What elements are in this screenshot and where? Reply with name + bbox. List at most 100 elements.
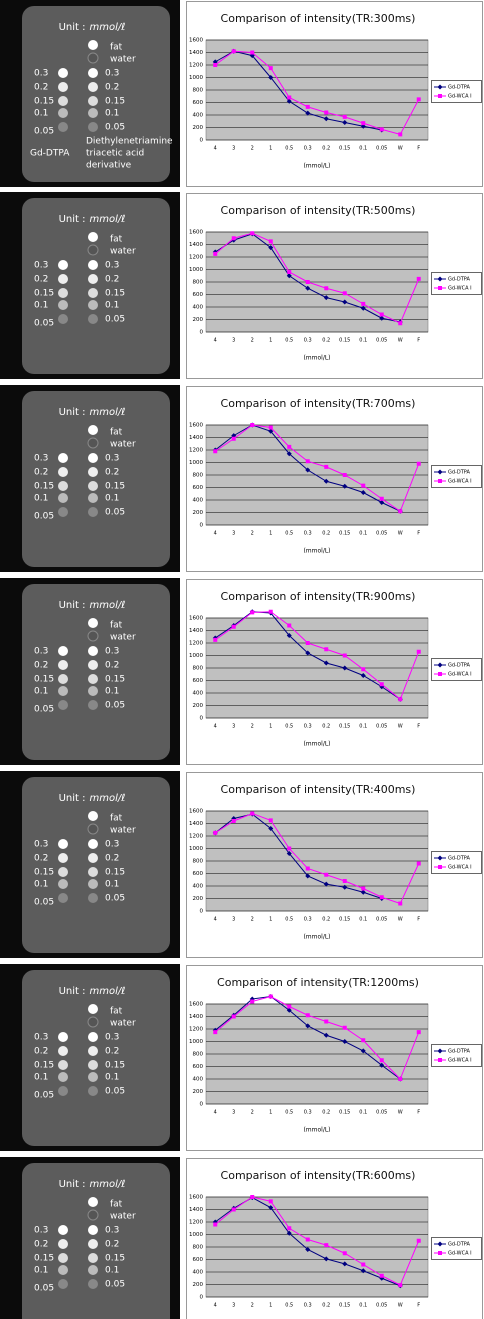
data-point — [306, 105, 310, 109]
legend-marker — [438, 94, 442, 98]
legend-label: Gd-WCA I — [448, 865, 472, 871]
unit-prefix: Unit : — [59, 214, 86, 225]
x-tick-label: 0.15 — [339, 531, 350, 537]
x-tick-label: 0.1 — [359, 1303, 367, 1309]
fat-label: fat — [110, 814, 123, 824]
x-tick-label: 0.1 — [359, 1110, 367, 1116]
chart-title: Comparison of intensity(TR:1200ms) — [217, 976, 419, 989]
y-tick-label: 600 — [193, 678, 204, 684]
vial — [88, 853, 98, 863]
x-tick-label: 1 — [269, 1110, 272, 1116]
concentration-label: 0.05 — [34, 512, 54, 522]
fat-vial — [88, 618, 98, 628]
unit-label: Unit :mmol/ℓ — [59, 600, 126, 611]
caption: derivative — [86, 161, 132, 171]
x-tick-label: 0.05 — [376, 1303, 387, 1309]
concentration-label: 0.15 — [105, 289, 125, 299]
data-point — [287, 270, 291, 274]
x-tick-label: W — [398, 531, 403, 537]
legend-marker — [438, 1251, 442, 1255]
fat-label: fat — [110, 621, 123, 631]
concentration-label: 0.1 — [105, 687, 119, 697]
concentration-label: 0.05 — [34, 705, 54, 715]
vial — [58, 1060, 68, 1070]
y-tick-label: 800 — [193, 88, 204, 94]
concentration-label: 0.2 — [34, 1047, 48, 1057]
vial — [58, 660, 68, 670]
data-point — [380, 497, 384, 501]
x-tick-label: 0.05 — [376, 531, 387, 537]
x-tick-label: 0.1 — [359, 338, 367, 344]
unit: mmol/ℓ — [90, 1179, 126, 1190]
data-point — [269, 66, 273, 70]
chart-title: Comparison of intensity(TR:900ms) — [221, 590, 416, 603]
vial — [58, 839, 68, 849]
y-tick-label: 200 — [193, 510, 204, 516]
data-point — [361, 302, 365, 306]
data-point — [380, 313, 384, 317]
y-tick-label: 800 — [193, 859, 204, 865]
vial — [88, 686, 98, 696]
vial — [58, 274, 68, 284]
data-point — [269, 426, 273, 430]
legend-label: Gd-WCA I — [448, 286, 472, 292]
data-point — [213, 63, 217, 67]
data-point — [398, 697, 402, 701]
x-tick-label: 2 — [251, 531, 254, 537]
concentration-label: 0.2 — [105, 661, 119, 671]
vial — [58, 288, 68, 298]
data-point — [398, 509, 402, 513]
x-tick-label: 3 — [232, 1303, 235, 1309]
data-point — [417, 1030, 421, 1034]
vial — [58, 122, 68, 132]
y-tick-label: 1200 — [189, 1220, 203, 1226]
data-point — [324, 647, 328, 651]
x-tick-label: 1 — [269, 531, 272, 537]
y-tick-label: 0 — [200, 330, 204, 336]
concentration-label: 0.05 — [34, 1091, 54, 1101]
vial — [88, 1253, 98, 1263]
vial — [58, 82, 68, 92]
x-tick-label: 4 — [214, 338, 217, 344]
chart-title: Comparison of intensity(TR:300ms) — [221, 12, 416, 25]
y-tick-label: 0 — [200, 1295, 204, 1301]
concentration-label: 0.3 — [105, 1033, 119, 1043]
y-tick-label: 1000 — [189, 846, 203, 852]
legend-label: Gd-DTPA — [448, 856, 470, 862]
x-tick-label: 0.3 — [304, 146, 312, 152]
data-point — [306, 280, 310, 284]
concentration-label: 0.2 — [34, 1240, 48, 1250]
concentration-label: 0.3 — [105, 261, 119, 271]
x-tick-label: 0.2 — [322, 1110, 330, 1116]
concentration-label: 0.3 — [34, 840, 48, 850]
x-tick-label: 0.3 — [304, 1110, 312, 1116]
x-tick-label: 2 — [251, 917, 254, 923]
vial — [88, 1072, 98, 1082]
concentration-label: 0.15 — [105, 482, 125, 492]
data-point — [306, 1238, 310, 1242]
fat-label: fat — [110, 428, 123, 438]
y-tick-label: 200 — [193, 1089, 204, 1095]
data-point — [417, 462, 421, 466]
data-point — [380, 1274, 384, 1278]
concentration-label: 0.1 — [105, 880, 119, 890]
y-tick-label: 1600 — [189, 423, 203, 429]
y-tick-label: 200 — [193, 125, 204, 131]
caption: Diethylenetriamine — [86, 137, 173, 147]
data-point — [306, 867, 310, 871]
fat-vial — [88, 1004, 98, 1014]
vial — [58, 1279, 68, 1289]
concentration-label: 0.05 — [105, 315, 125, 325]
x-tick-label: W — [398, 724, 403, 730]
legend-marker — [438, 672, 442, 676]
x-tick-label: 3 — [232, 338, 235, 344]
concentration-label: 0.3 — [34, 261, 48, 271]
fat-label: fat — [110, 43, 123, 53]
legend-label: Gd-WCA I — [448, 1058, 472, 1064]
x-tick-label: 0.15 — [339, 146, 350, 152]
water-vial — [88, 1210, 98, 1220]
caption: Gd-DTPA — [30, 149, 70, 159]
y-tick-label: 400 — [193, 691, 204, 697]
water-label: water — [110, 440, 136, 450]
x-tick-label: F — [417, 1110, 420, 1116]
